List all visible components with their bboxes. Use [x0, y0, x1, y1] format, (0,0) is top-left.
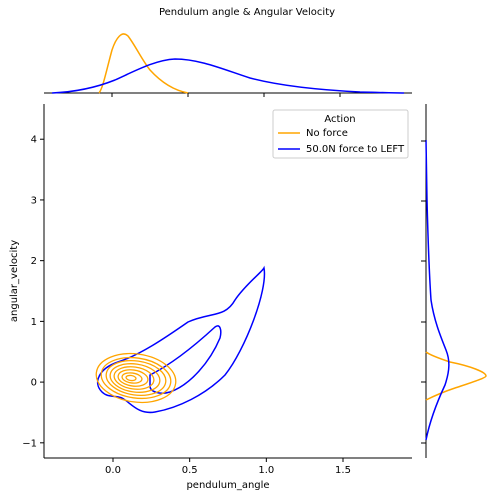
legend-box — [272, 109, 409, 159]
kde-contour-no-force-7 — [121, 372, 143, 384]
legend-label-no-force: No force — [306, 128, 348, 139]
y-tick-label: 3 — [31, 195, 37, 206]
kde-contour-no-force-6 — [117, 369, 149, 387]
x-tick-label: 1.0 — [258, 465, 274, 476]
y-tick-label: 0 — [31, 378, 37, 389]
series-force-left-contours — [97, 265, 266, 414]
x-axis-label: pendulum_angle — [186, 480, 269, 491]
y-tick-label: 2 — [31, 256, 37, 267]
right-marginal-plot — [421, 104, 487, 458]
main-plot: 0.0 0.5 1.0 1.5 −1 0 1 2 3 4 pendulum_angle angu… — [9, 104, 412, 491]
right-marginal-no-force-curve — [425, 351, 487, 401]
right-marginal-force-left-curve — [425, 139, 450, 441]
x-tick-label: 0.0 — [105, 465, 121, 476]
top-marginal-ticks — [111, 93, 341, 97]
kde-contour-no-force-3 — [105, 360, 167, 396]
y-tick-label: −1 — [22, 438, 37, 449]
kde-contour-force-left-outer — [97, 265, 266, 414]
top-marginal-no-force-curve — [98, 33, 189, 94]
y-axis-label: angular_velocity — [9, 240, 20, 322]
kde-contour-force-left-inner — [149, 325, 222, 394]
legend: Action No force 50.0N force to LEFT — [272, 109, 409, 159]
right-marginal-ticks — [421, 140, 426, 444]
kde-contour-no-force-8 — [125, 374, 137, 382]
top-marginal-force-left-curve — [51, 58, 405, 94]
kde-contour-no-force-4 — [109, 363, 161, 393]
series-no-force-contours — [95, 352, 177, 404]
top-marginal-plot — [44, 33, 412, 97]
kde-contour-no-force-5 — [113, 366, 155, 390]
chart-title: Pendulum angle & Angular Velocity — [159, 7, 335, 18]
x-ticks: 0.0 0.5 1.0 1.5 — [105, 458, 351, 476]
legend-title: Action — [324, 114, 355, 125]
y-tick-label: 1 — [31, 317, 37, 328]
x-tick-label: 1.5 — [335, 465, 351, 476]
y-ticks: −1 0 1 2 3 4 — [22, 135, 44, 449]
kde-contour-no-force-1 — [95, 352, 177, 404]
y-tick-label: 4 — [31, 135, 37, 146]
legend-label-force-left: 50.0N force to LEFT — [306, 144, 405, 155]
kde-contour-no-force-2 — [100, 356, 172, 400]
x-tick-label: 0.5 — [182, 465, 198, 476]
